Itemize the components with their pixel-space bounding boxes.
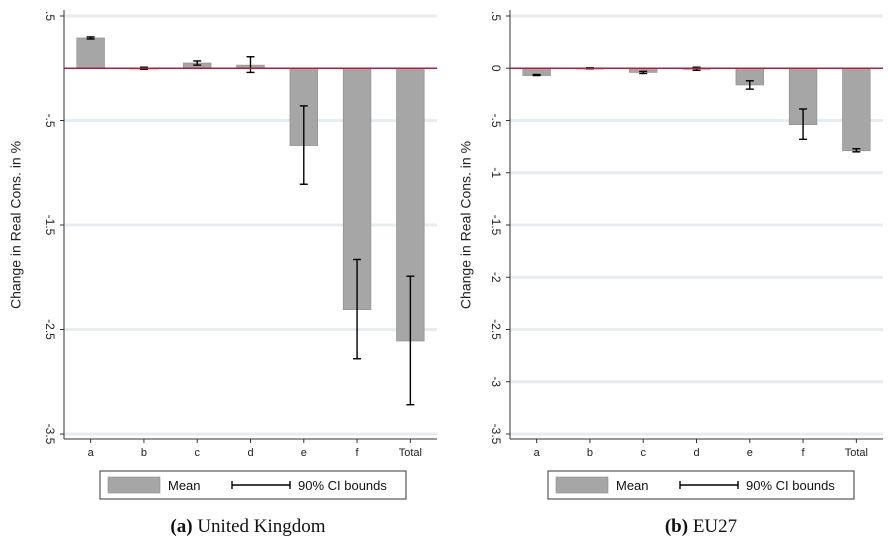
- x-tick-label: e: [301, 447, 307, 459]
- legend: Mean 90% CI bounds: [547, 470, 855, 500]
- y-axis-title: Change in Real Cons. in %: [8, 141, 24, 309]
- x-tick-label: d: [247, 447, 253, 459]
- panel-caption-letter: (b): [665, 516, 688, 537]
- y-tick-label: -1.5: [489, 215, 503, 236]
- y-tick-label: .5: [43, 11, 57, 21]
- y-tick-label: -3.5: [489, 424, 503, 445]
- panel-caption-title: United Kingdom: [193, 516, 326, 537]
- x-tick-label: e: [747, 447, 753, 459]
- x-tick-label: Total: [399, 447, 422, 459]
- x-tick-label: f: [802, 447, 806, 459]
- panel-caption-title: EU27: [688, 516, 737, 537]
- x-tick-label: c: [194, 447, 200, 459]
- y-tick-label: -2: [489, 272, 503, 283]
- chart-panel-a: .5 -.5 -1.5 -2.5 -3.5 a b c d e f Total Change in Re…: [8, 10, 437, 537]
- x-tick-label: a: [534, 447, 541, 459]
- legend-swatch-mean: [107, 476, 161, 494]
- panel-caption: (b) EU27: [665, 516, 737, 537]
- panel-caption: (a) United Kingdom: [170, 516, 325, 537]
- chart-panel-b: .5 0 -.5 -1 -1.5 -2 -2.5 -3 -3.5 a b c d e f Total Chang…: [458, 10, 883, 537]
- y-tick-label: 0: [489, 65, 503, 72]
- x-tick-label: d: [693, 447, 699, 459]
- legend-swatch-mean: [555, 476, 609, 494]
- y-tick-label: .5: [489, 11, 503, 21]
- y-tick-label: -3: [489, 376, 503, 387]
- y-tick-label: -3.5: [43, 424, 57, 445]
- legend-label-ci: 90% CI bounds: [746, 478, 835, 493]
- y-tick-label: -.5: [489, 113, 503, 127]
- legend-label-mean: Mean: [168, 478, 201, 493]
- bar: [76, 37, 105, 69]
- x-tick-label: Total: [845, 447, 868, 459]
- y-axis-title: Change in Real Cons. in %: [458, 141, 474, 309]
- y-tick-label: -1: [489, 167, 503, 178]
- legend-label-ci: 90% CI bounds: [298, 478, 387, 493]
- x-tick-label: f: [356, 447, 360, 459]
- panel-caption-letter: (a): [170, 516, 192, 537]
- y-tick-label: -.5: [43, 113, 57, 127]
- x-tick-label: b: [587, 447, 593, 459]
- x-tick-label: a: [88, 447, 95, 459]
- y-tick-label: -1.5: [43, 215, 57, 236]
- y-tick-label: -2.5: [489, 319, 503, 340]
- legend: Mean 90% CI bounds: [99, 470, 407, 500]
- x-tick-label: b: [141, 447, 147, 459]
- bar: [842, 67, 871, 152]
- legend-label-mean: Mean: [616, 478, 649, 493]
- y-tick-label: -2.5: [43, 319, 57, 340]
- x-tick-label: c: [640, 447, 646, 459]
